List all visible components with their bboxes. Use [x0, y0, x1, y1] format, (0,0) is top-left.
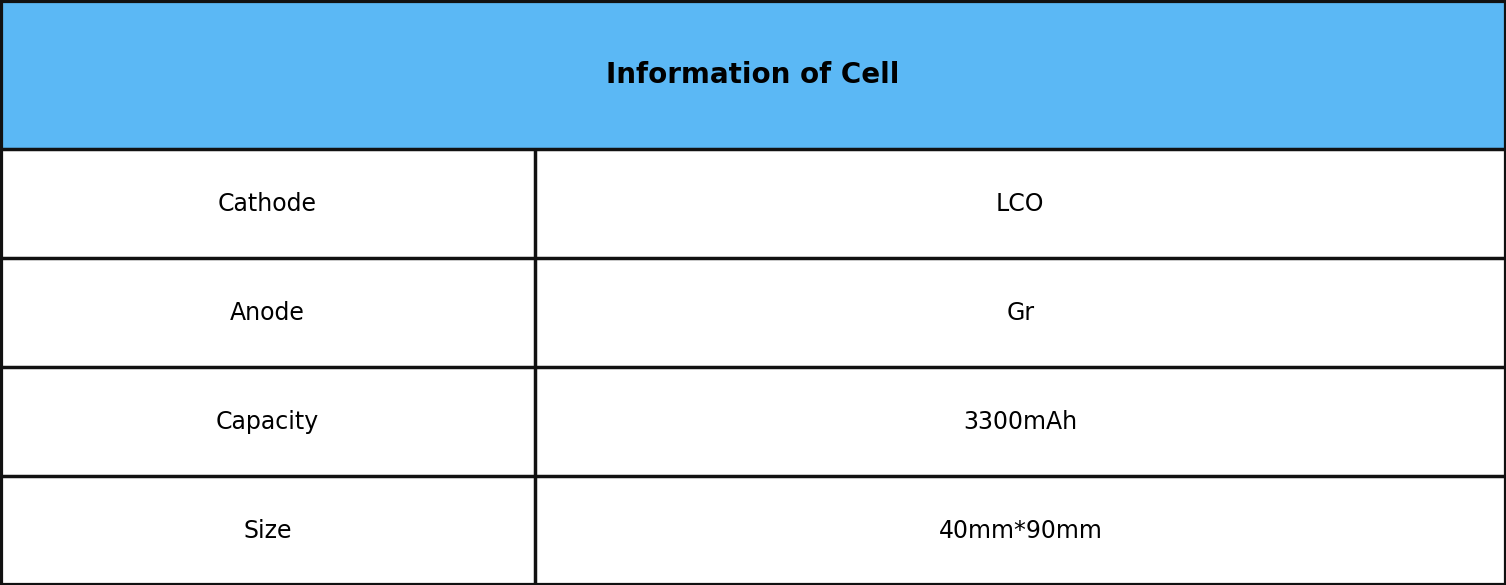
Text: Capacity: Capacity — [215, 410, 319, 433]
Bar — [0, 0, 1506, 149]
Text: LCO: LCO — [995, 192, 1045, 216]
Text: Size: Size — [242, 518, 292, 542]
Text: Anode: Anode — [230, 301, 304, 325]
Text: 3300mAh: 3300mAh — [964, 410, 1077, 433]
Text: Gr: Gr — [1006, 301, 1035, 325]
Text: 40mm*90mm: 40mm*90mm — [938, 518, 1102, 542]
Text: Cathode: Cathode — [218, 192, 316, 216]
Text: Information of Cell: Information of Cell — [607, 61, 899, 88]
